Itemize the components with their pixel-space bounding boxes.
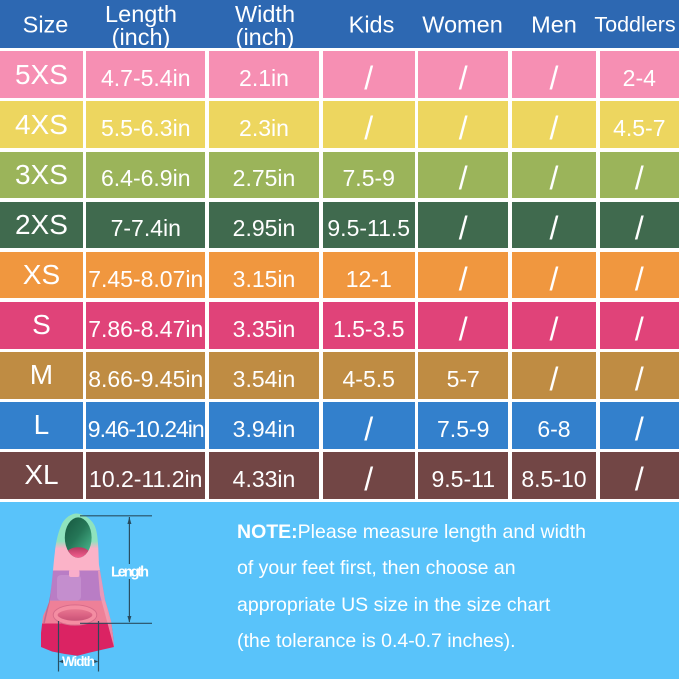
svg-text:Width: Width bbox=[62, 654, 95, 669]
svg-text:Length: Length bbox=[111, 565, 149, 581]
